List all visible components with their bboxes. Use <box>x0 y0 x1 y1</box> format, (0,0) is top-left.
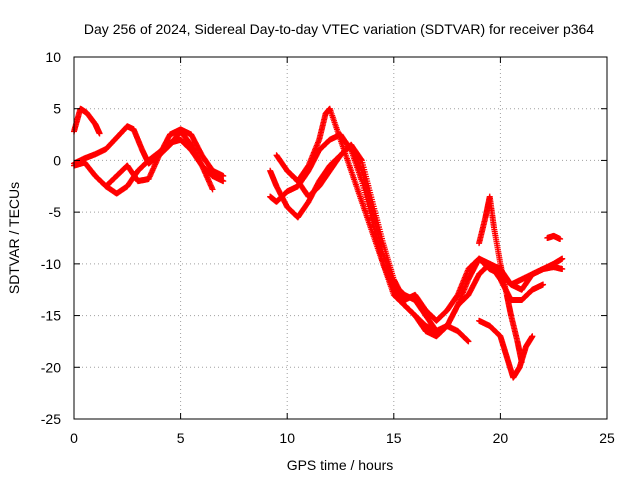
series-trace-9 <box>476 317 536 381</box>
y-tick-label: -10 <box>41 256 61 272</box>
data-point <box>540 281 547 288</box>
x-tick-label: 15 <box>386 430 402 446</box>
y-tick-label: 0 <box>53 152 61 168</box>
data-point <box>559 266 566 273</box>
series-trace-4 <box>102 128 227 190</box>
x-axis-ticks: 0 5 10 15 20 25 <box>70 57 615 446</box>
x-tick-label: 20 <box>493 430 509 446</box>
plot-area <box>71 105 566 381</box>
series-trace-11 <box>544 232 564 243</box>
y-tick-label: -25 <box>41 411 61 427</box>
y-tick-label: -5 <box>49 204 62 220</box>
data-point <box>557 236 564 243</box>
x-tick-label: 10 <box>279 430 295 446</box>
x-tick-label: 0 <box>70 430 78 446</box>
plot-frame <box>73 56 608 420</box>
data-point <box>559 255 566 262</box>
data-point <box>209 186 216 193</box>
data-point <box>529 333 536 340</box>
x-tick-label: 25 <box>599 430 615 446</box>
data-point <box>96 130 103 137</box>
x-axis-label: GPS time / hours <box>287 457 394 473</box>
series-trace-8 <box>284 141 472 345</box>
y-axis-ticks: -25 -20 -15 -10 -5 0 5 10 <box>41 49 607 427</box>
series-trace-10 <box>476 193 525 366</box>
y-tick-label: -20 <box>41 359 61 375</box>
data-point <box>518 359 525 366</box>
data-point <box>220 178 227 185</box>
data-point <box>465 338 472 345</box>
y-tick-label: 5 <box>53 101 61 117</box>
grid <box>74 57 607 419</box>
x-tick-label: 5 <box>177 430 185 446</box>
y-axis-label: SDTVAR / TECUs <box>6 182 22 294</box>
series-trace-1 <box>71 105 103 137</box>
y-tick-label: 10 <box>45 49 61 65</box>
y-tick-label: -15 <box>41 308 61 324</box>
chart-title: Day 256 of 2024, Sidereal Day-to-day VTE… <box>84 21 594 37</box>
